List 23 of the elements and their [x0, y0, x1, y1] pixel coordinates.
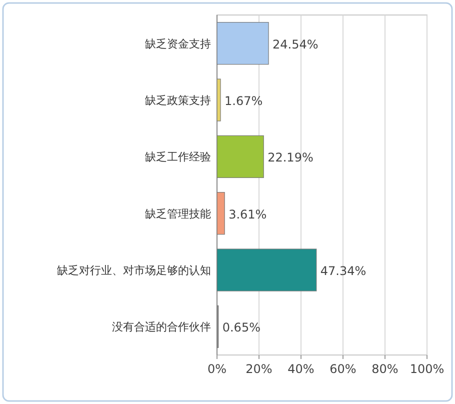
- y-tick-label: 缺乏政策支持: [145, 94, 211, 107]
- y-tick-label: 缺乏资金支持: [145, 37, 211, 50]
- x-tick-label: 40%: [288, 362, 314, 376]
- y-tick-label: 缺乏对行业、对市场足够的认知: [57, 264, 211, 277]
- y-tick-label: 没有合适的合作伙伴: [112, 320, 211, 334]
- data-label: 24.54%: [272, 37, 318, 52]
- x-tick-label: 100%: [410, 362, 444, 376]
- bar: [216, 135, 264, 178]
- data-label: 1.67%: [224, 94, 263, 108]
- data-label: 0.65%: [222, 320, 260, 335]
- data-label: 22.19%: [268, 150, 314, 165]
- bar: [216, 22, 269, 65]
- y-tick-label: 缺乏工作经验: [145, 150, 211, 164]
- x-tick-label: 60%: [330, 362, 356, 376]
- x-tick-label: 0%: [207, 362, 227, 376]
- data-label: 47.34%: [320, 264, 366, 278]
- data-label: 3.61%: [228, 207, 267, 222]
- x-tick-label: 20%: [246, 362, 272, 376]
- y-tick-label: 缺乏管理技能: [145, 207, 211, 220]
- bar: [216, 248, 317, 292]
- bar: [216, 78, 221, 122]
- bar: [216, 192, 225, 235]
- x-tick-label: 80%: [372, 362, 398, 376]
